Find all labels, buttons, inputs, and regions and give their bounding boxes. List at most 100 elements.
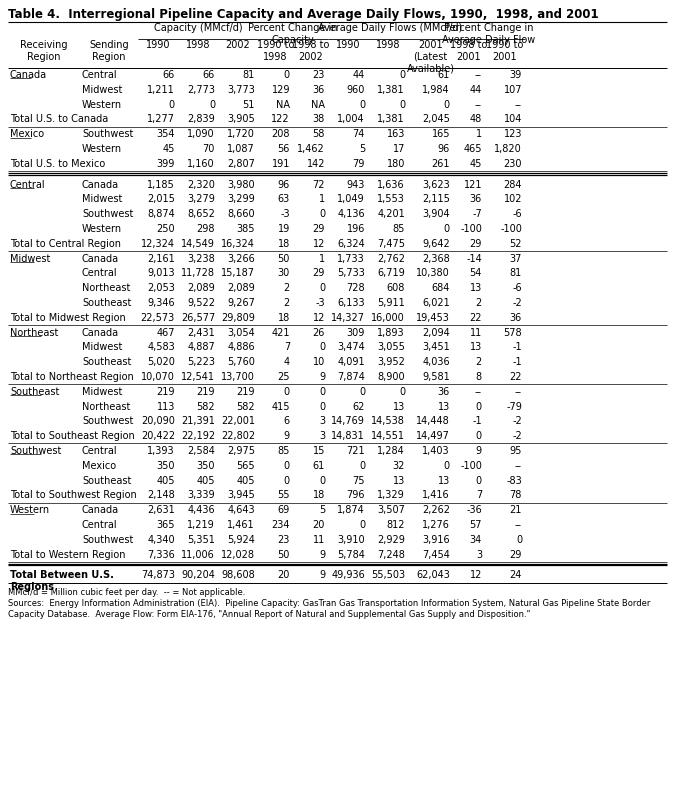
Text: 2,929: 2,929: [377, 535, 405, 545]
Text: 2,762: 2,762: [377, 253, 405, 264]
Text: Table 4.  Interregional Pipeline Capacity and Average Daily Flows, 1990,  1998, : Table 4. Interregional Pipeline Capacity…: [8, 8, 599, 21]
Text: 1,381: 1,381: [377, 85, 405, 94]
Text: 1,049: 1,049: [338, 195, 365, 204]
Text: 3,916: 3,916: [423, 535, 450, 545]
Text: Midwest: Midwest: [10, 253, 51, 264]
Text: 2,089: 2,089: [227, 283, 255, 293]
Text: 1,381: 1,381: [377, 114, 405, 125]
Text: Southwest: Southwest: [82, 209, 134, 219]
Text: -36: -36: [466, 505, 482, 515]
Text: 36: 36: [510, 313, 522, 323]
Text: Total U.S. to Canada: Total U.S. to Canada: [10, 114, 108, 125]
Text: 1,160: 1,160: [188, 159, 215, 169]
Text: 5: 5: [358, 144, 365, 154]
Text: Western: Western: [82, 99, 122, 110]
Text: 29,809: 29,809: [221, 313, 255, 323]
Text: 96: 96: [277, 179, 290, 190]
Text: 7: 7: [284, 342, 290, 353]
Text: 284: 284: [504, 179, 522, 190]
Text: Sources:  Energy Information Administration (EIA).  Pipeline Capacity: GasTran G: Sources: Energy Information Administrati…: [8, 599, 651, 607]
Text: 350: 350: [196, 461, 215, 471]
Text: 6: 6: [284, 416, 290, 426]
Text: 56: 56: [277, 144, 290, 154]
Text: --: --: [475, 99, 482, 110]
Text: Central: Central: [82, 446, 117, 456]
Text: 10,380: 10,380: [416, 268, 450, 279]
Text: 62,043: 62,043: [416, 570, 450, 580]
Text: Southeast: Southeast: [82, 357, 132, 367]
Text: 142: 142: [306, 159, 325, 169]
Text: 219: 219: [157, 387, 175, 397]
Text: 55,503: 55,503: [371, 570, 405, 580]
Text: 3,507: 3,507: [377, 505, 405, 515]
Text: 230: 230: [504, 159, 522, 169]
Text: 22,573: 22,573: [141, 313, 175, 323]
Text: 8: 8: [476, 372, 482, 382]
Text: Receiving
Region: Receiving Region: [20, 40, 68, 62]
Text: 0: 0: [284, 461, 290, 471]
Text: 261: 261: [431, 159, 450, 169]
Text: 52: 52: [510, 239, 522, 249]
Text: 1990 to
2001: 1990 to 2001: [486, 40, 524, 62]
Text: 8,660: 8,660: [227, 209, 255, 219]
Text: 0: 0: [319, 283, 325, 293]
Text: 582: 582: [196, 402, 215, 411]
Text: 4,091: 4,091: [338, 357, 365, 367]
Text: 399: 399: [157, 159, 175, 169]
Text: 2: 2: [476, 357, 482, 367]
Text: 29: 29: [510, 549, 522, 560]
Text: Total to Central Region: Total to Central Region: [10, 239, 121, 249]
Text: 1,185: 1,185: [147, 179, 175, 190]
Text: 1: 1: [319, 253, 325, 264]
Text: --: --: [475, 70, 482, 80]
Text: 3: 3: [476, 549, 482, 560]
Text: Southwest: Southwest: [82, 416, 134, 426]
Text: -1: -1: [472, 416, 482, 426]
Text: 1,277: 1,277: [147, 114, 175, 125]
Text: 50: 50: [277, 253, 290, 264]
Text: 23: 23: [313, 70, 325, 80]
Text: 81: 81: [243, 70, 255, 80]
Text: 75: 75: [352, 476, 365, 486]
Text: 1,461: 1,461: [227, 520, 255, 530]
Text: 102: 102: [504, 195, 522, 204]
Text: 55: 55: [277, 491, 290, 500]
Text: 385: 385: [236, 224, 255, 234]
Text: 90,204: 90,204: [181, 570, 215, 580]
Text: 20,422: 20,422: [141, 431, 175, 441]
Text: -6: -6: [512, 283, 522, 293]
Text: 29: 29: [313, 268, 325, 279]
Text: 2,015: 2,015: [147, 195, 175, 204]
Text: 4,036: 4,036: [423, 357, 450, 367]
Text: Western: Western: [10, 505, 50, 515]
Text: 1,720: 1,720: [227, 129, 255, 139]
Text: 10,070: 10,070: [141, 372, 175, 382]
Text: 3,238: 3,238: [187, 253, 215, 264]
Text: 6,324: 6,324: [338, 239, 365, 249]
Text: 122: 122: [271, 114, 290, 125]
Text: 2002: 2002: [225, 40, 250, 50]
Text: 9: 9: [319, 549, 325, 560]
Text: Capacity Database.  Average Flow: Form EIA-176, "Annual Report of Natural and Su: Capacity Database. Average Flow: Form EI…: [8, 610, 531, 619]
Text: Canada: Canada: [82, 328, 119, 337]
Text: 0: 0: [284, 70, 290, 80]
Text: 24: 24: [510, 570, 522, 580]
Text: 0: 0: [516, 535, 522, 545]
Text: 3,299: 3,299: [227, 195, 255, 204]
Text: 467: 467: [157, 328, 175, 337]
Text: 12,324: 12,324: [141, 239, 175, 249]
Text: 565: 565: [236, 461, 255, 471]
Text: 29: 29: [470, 239, 482, 249]
Text: 12: 12: [470, 570, 482, 580]
Text: Average Daily Flows (MMcf/d): Average Daily Flows (MMcf/d): [319, 23, 462, 33]
Text: 34: 34: [470, 535, 482, 545]
Text: 26: 26: [313, 328, 325, 337]
Text: 5,924: 5,924: [227, 535, 255, 545]
Text: 29: 29: [313, 224, 325, 234]
Text: -2: -2: [512, 431, 522, 441]
Text: --: --: [515, 520, 522, 530]
Text: 54: 54: [470, 268, 482, 279]
Text: 18: 18: [313, 491, 325, 500]
Text: Southeast: Southeast: [82, 476, 132, 486]
Text: 8,874: 8,874: [147, 209, 175, 219]
